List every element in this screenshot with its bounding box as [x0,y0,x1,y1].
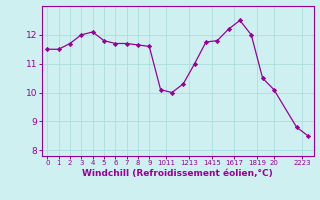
X-axis label: Windchill (Refroidissement éolien,°C): Windchill (Refroidissement éolien,°C) [82,169,273,178]
